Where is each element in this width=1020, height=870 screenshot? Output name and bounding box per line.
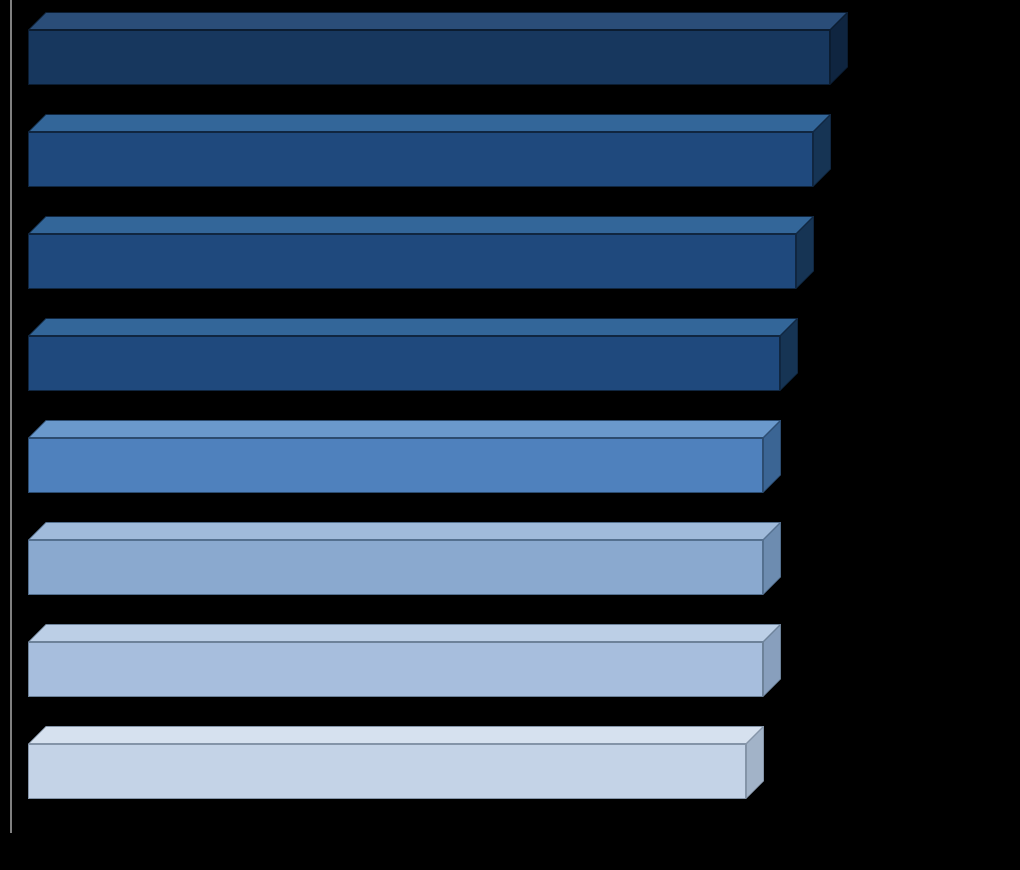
bar-top-face — [28, 216, 814, 234]
bar-front-face — [28, 438, 763, 493]
bar-top-face — [28, 318, 798, 336]
bar-2 — [28, 234, 796, 289]
bar-top-face — [28, 420, 781, 438]
bar-1 — [28, 132, 813, 187]
bar-chart-3d — [0, 0, 1020, 870]
bar-front-face — [28, 30, 830, 85]
chart-wall-left — [10, 0, 12, 833]
bar-7 — [28, 744, 746, 799]
bar-6 — [28, 642, 763, 697]
bar-top-face — [28, 12, 848, 30]
bar-top-face — [28, 726, 764, 744]
bar-top-face — [28, 624, 781, 642]
bar-top-face — [28, 522, 781, 540]
bar-front-face — [28, 132, 813, 187]
bar-0 — [28, 30, 830, 85]
bar-4 — [28, 438, 763, 493]
bar-front-face — [28, 234, 796, 289]
bar-front-face — [28, 336, 780, 391]
bar-front-face — [28, 642, 763, 697]
bar-front-face — [28, 744, 746, 799]
bar-3 — [28, 336, 780, 391]
bar-top-face — [28, 114, 831, 132]
bar-5 — [28, 540, 763, 595]
bar-front-face — [28, 540, 763, 595]
